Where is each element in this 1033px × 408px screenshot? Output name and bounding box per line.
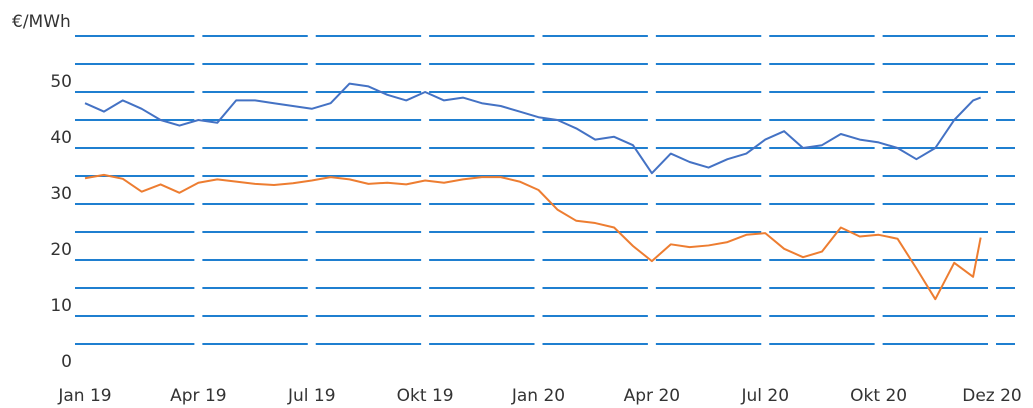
y-tick-label: 10 [50, 296, 72, 316]
x-tick-label: Okt 19 [397, 386, 454, 406]
y-axis-unit: €/MWh [12, 12, 71, 32]
x-tick-label: Jul 19 [287, 386, 336, 406]
x-tick-label: Jan 19 [57, 386, 111, 406]
x-tick-label: Apr 20 [624, 386, 680, 406]
y-tick-label: 30 [50, 184, 72, 204]
series-line [84, 173, 982, 301]
series-line [84, 82, 982, 175]
x-tick-label: Dez 20 [962, 386, 1022, 406]
x-tick-label: Jul 20 [740, 386, 789, 406]
x-tick-label: Apr 19 [170, 386, 226, 406]
y-tick-label: 0 [61, 352, 72, 372]
y-tick-label: 20 [50, 240, 72, 260]
y-tick-label: 40 [50, 128, 72, 148]
y-tick-label: 50 [50, 72, 72, 92]
x-tick-label: Jan 20 [511, 386, 565, 406]
x-tick-label: Okt 20 [850, 386, 907, 406]
